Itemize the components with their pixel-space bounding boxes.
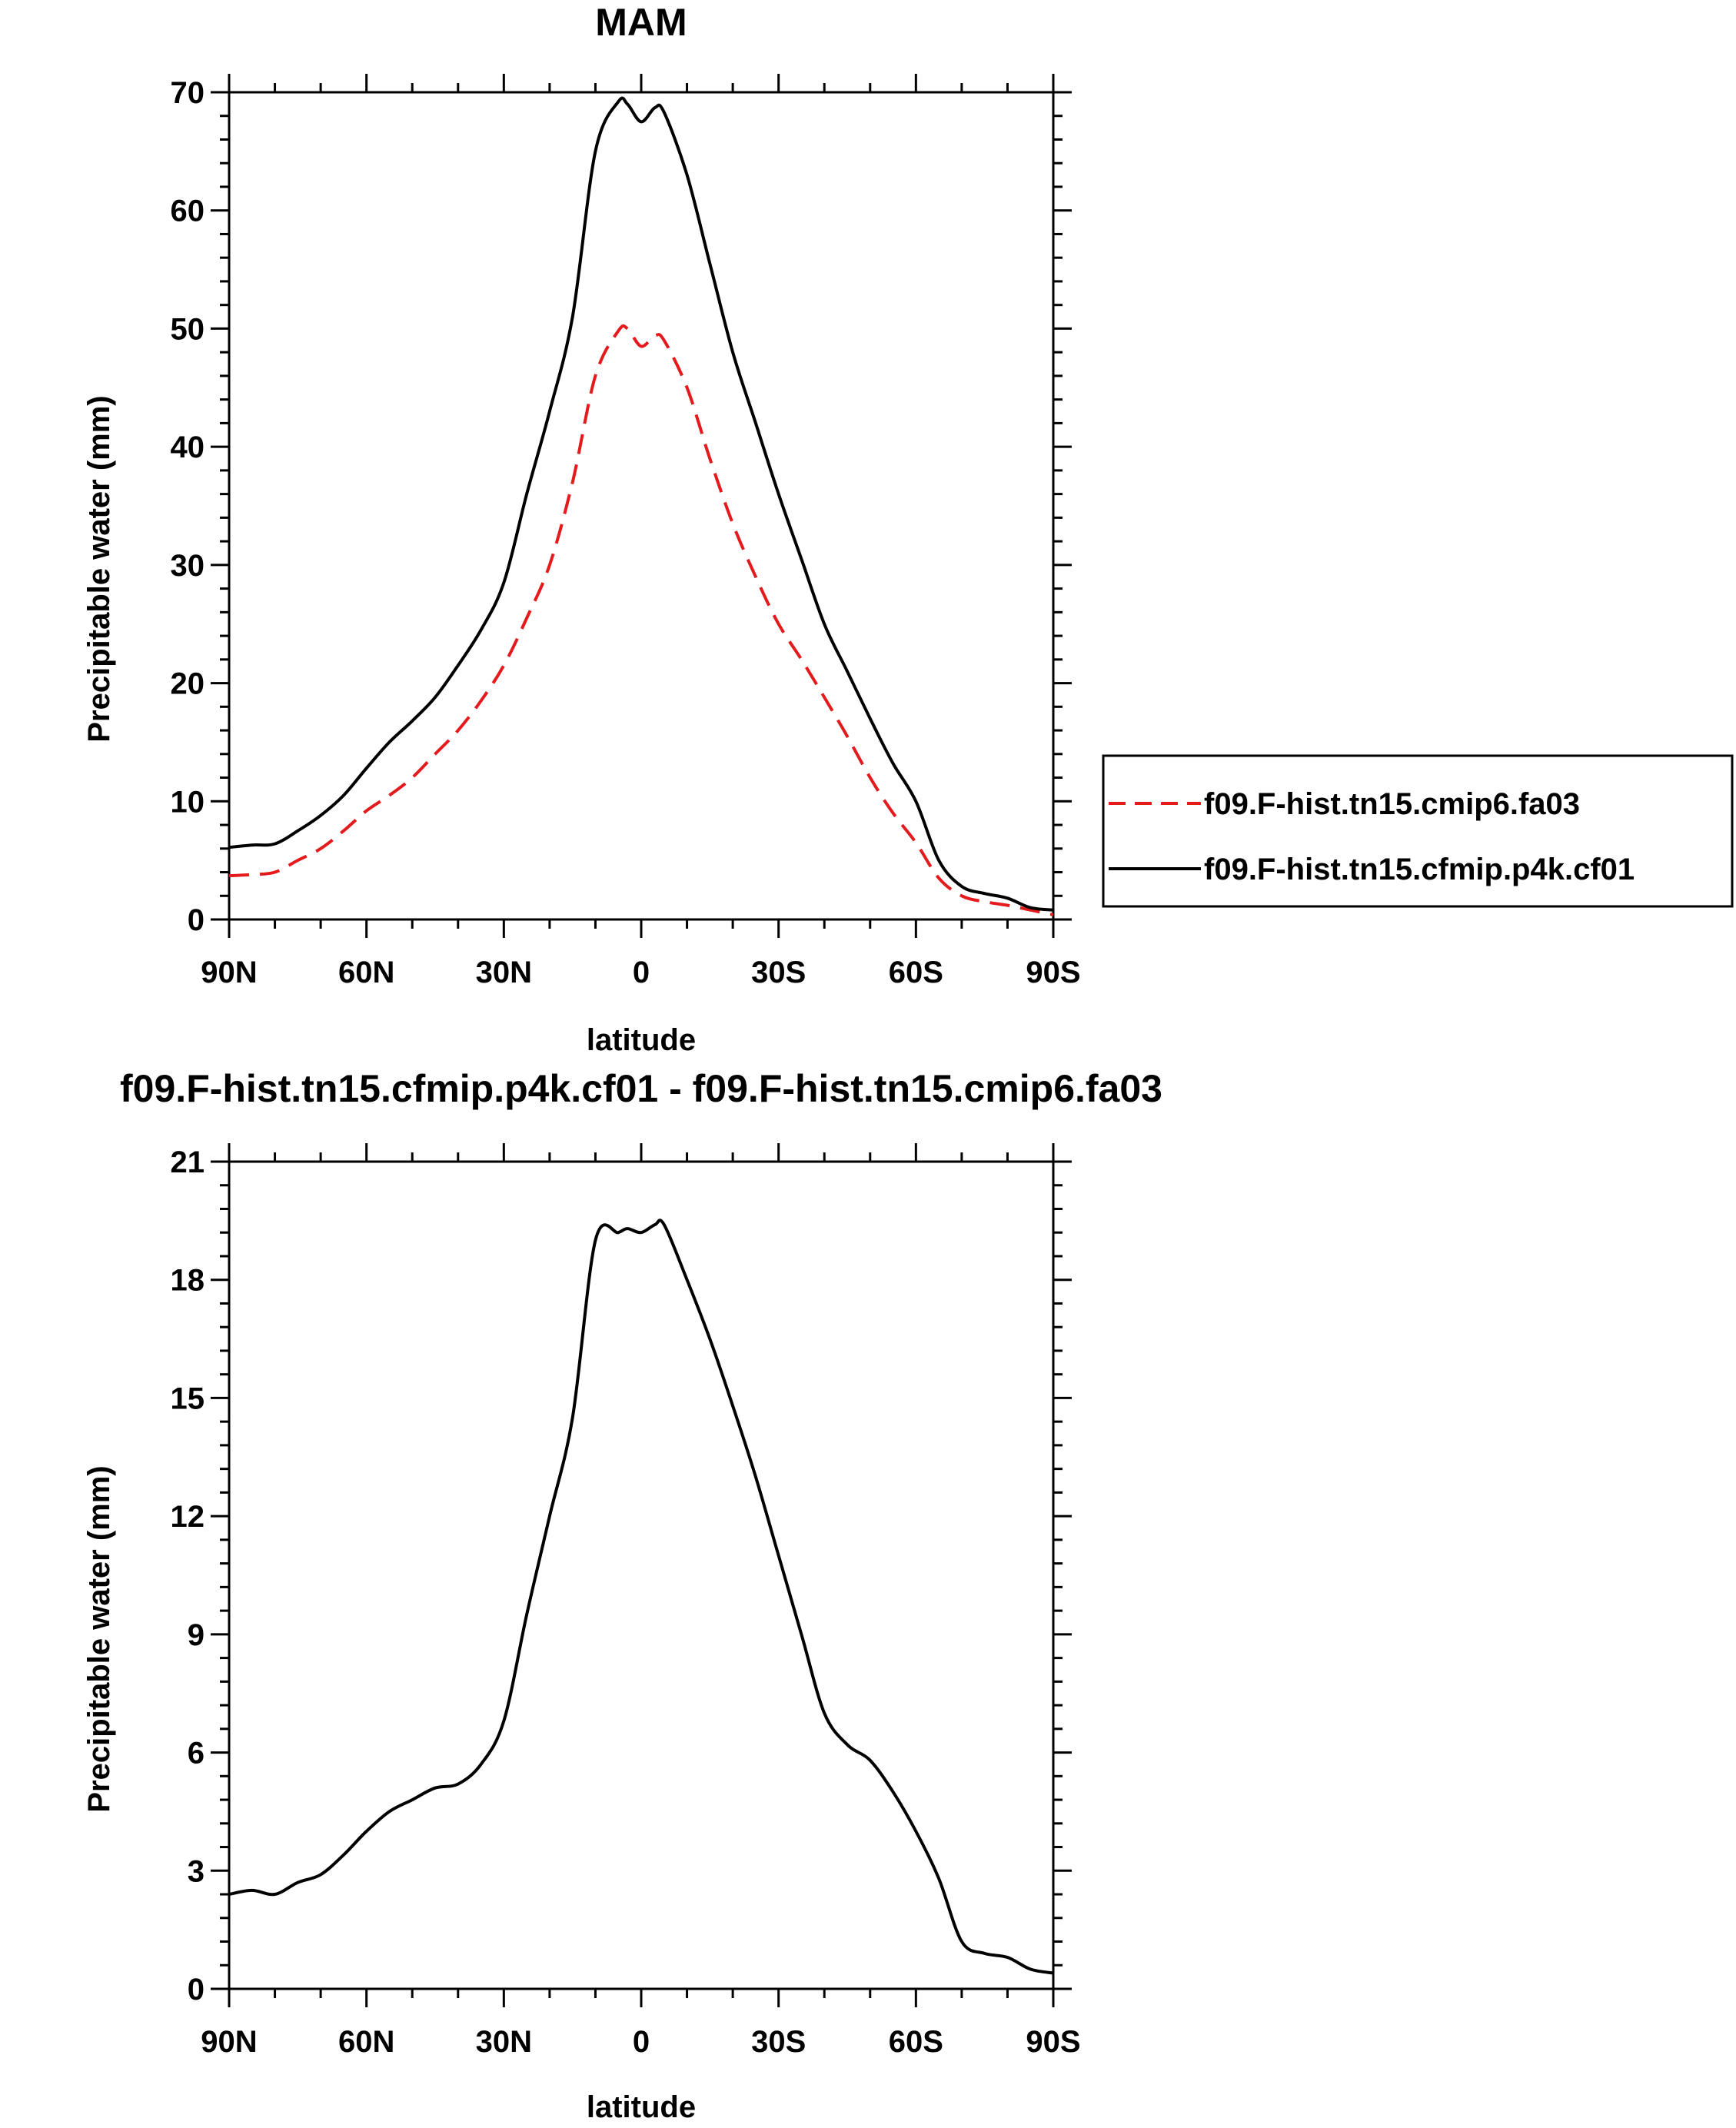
y-tick-label-top: 70 [171, 76, 205, 110]
y-tick-label-top: 50 [171, 312, 205, 346]
series-line-top-1 [228, 324, 1054, 916]
y-tick-label-bottom: 3 [188, 1854, 205, 1888]
x-tick-label-top: 0 [633, 956, 650, 989]
y-tick-label-top: 20 [171, 667, 205, 701]
y-tick-label-top: 40 [171, 431, 205, 464]
series-line-bottom-1 [228, 1219, 1054, 1975]
x-tick-label-bottom: 90S [1026, 2025, 1080, 2059]
x-tick-label-bottom: 60S [889, 2025, 943, 2059]
y-tick-label-bottom: 15 [171, 1382, 205, 1415]
y-tick-label-top: 30 [171, 549, 205, 583]
y-tick-label-bottom: 18 [171, 1264, 205, 1298]
y-tick-label-bottom: 6 [188, 1737, 205, 1771]
y-axis-label-top: Precipitable water (mm) [82, 395, 116, 742]
x-tick-label-top: 60N [338, 956, 394, 989]
legend-box [1102, 754, 1734, 908]
legend-label-series-1: f09.F-hist.tn15.cmip6.fa03 [1204, 787, 1580, 821]
chart-title-top: MAM [595, 1, 687, 44]
x-tick-label-bottom: 60N [338, 2025, 394, 2059]
x-tick-label-bottom: 30N [476, 2025, 532, 2059]
chart-title-bottom: f09.F-hist.tn15.cfmip.p4k.cf01 - f09.F-h… [120, 1067, 1162, 1110]
x-tick-label-top: 30S [751, 956, 806, 989]
x-tick-label-top: 30N [476, 956, 532, 989]
x-axis-label-bottom: latitude [587, 2090, 696, 2124]
y-tick-label-bottom: 0 [188, 1973, 205, 2007]
series-line-top-2 [228, 96, 1054, 912]
legend-label-series-2: f09.F-hist.tn15.cfmip.p4k.cf01 [1204, 853, 1635, 886]
x-tick-label-top: 90N [201, 956, 257, 989]
x-tick-label-bottom: 90N [201, 2025, 257, 2059]
y-tick-label-bottom: 21 [171, 1145, 205, 1179]
y-tick-label-bottom: 9 [188, 1618, 205, 1652]
y-tick-label-bottom: 12 [171, 1500, 205, 1534]
x-tick-label-bottom: 0 [633, 2025, 650, 2059]
x-tick-label-bottom: 30S [751, 2025, 806, 2059]
panel-top: MAM latitude Precipitable water (mm) 0 10… [82, 1, 1081, 1057]
legend: f09.F-hist.tn15.cmip6.fa03 f09.F-hist.tn… [1102, 754, 1734, 908]
x-axis-label-top: latitude [587, 1023, 696, 1057]
y-tick-label-top: 0 [188, 903, 205, 937]
y-tick-label-top: 60 [171, 195, 205, 228]
panel-bottom: f09.F-hist.tn15.cfmip.p4k.cf01 - f09.F-h… [82, 1067, 1162, 2124]
y-axis-label-bottom: Precipitable water (mm) [82, 1465, 116, 1812]
x-tick-label-top: 90S [1026, 956, 1080, 989]
x-tick-label-top: 60S [889, 956, 943, 989]
y-tick-label-top: 10 [171, 785, 205, 819]
